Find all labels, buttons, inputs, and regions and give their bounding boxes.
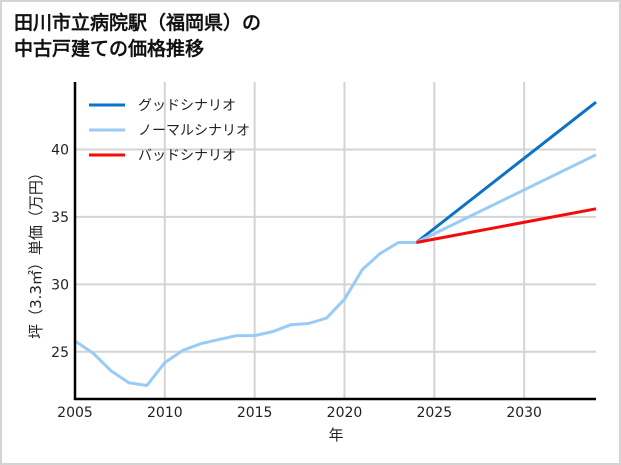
y-tick-label: 25 [51,345,69,361]
y-tick-label: 35 [51,210,69,226]
x-tick-label: 2025 [416,405,452,421]
chart-title-line2: 中古戸建ての価格推移 [14,38,205,60]
y-tick-label: 40 [51,142,69,158]
grid-lines [74,82,596,399]
x-tick-label: 2015 [237,405,273,421]
legend-label: ノーマルシナリオ [138,123,250,139]
series-line [415,101,597,244]
series-line [416,207,597,244]
x-axis-label: 年 [328,426,343,444]
legend-label: バッドシナリオ [138,148,236,164]
x-tick-label: 2030 [506,405,542,421]
y-tick-label: 30 [51,277,69,293]
tick-labels: 2005 2010 2015 2020 2025 2030 25 30 35 40 [51,142,542,421]
y-axis-label: 坪（3.3㎡）単価（万円） [27,165,45,339]
series-line [415,153,597,244]
data-lines [74,101,597,387]
chart-title: 田川市立病院駅（福岡県）の 中古戸建ての価格推移 [14,10,261,62]
legend-label: グッドシナリオ [138,98,236,114]
series-line [74,241,417,387]
axes [73,82,596,401]
chart-title-line1: 田川市立病院駅（福岡県）の [14,12,262,34]
x-tick-label: 2010 [147,405,183,421]
x-tick-label: 2020 [327,405,363,421]
x-tick-label: 2005 [57,405,93,421]
